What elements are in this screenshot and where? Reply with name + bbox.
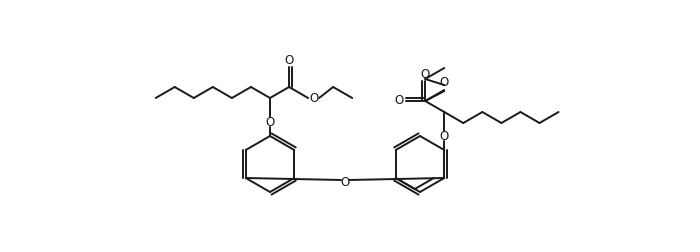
Text: O: O [265, 115, 274, 129]
Text: O: O [440, 130, 449, 142]
Text: O: O [284, 54, 294, 67]
Text: O: O [395, 94, 404, 108]
Text: O: O [309, 91, 318, 105]
Text: O: O [440, 77, 449, 89]
Text: O: O [421, 68, 430, 81]
Text: O: O [340, 175, 349, 188]
